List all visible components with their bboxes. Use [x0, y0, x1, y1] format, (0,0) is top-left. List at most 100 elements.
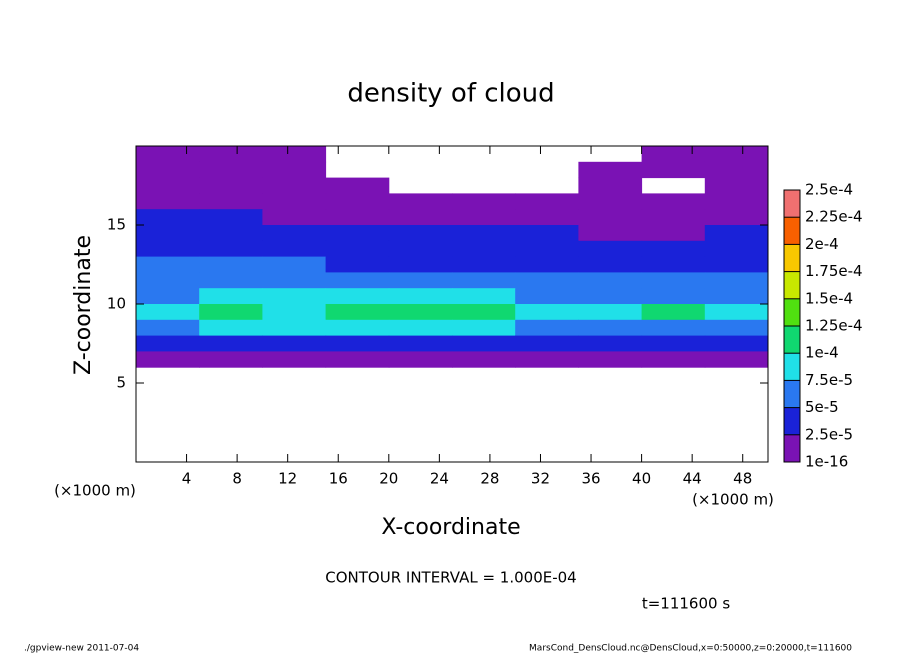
cell: [578, 288, 643, 305]
cell: [452, 209, 516, 226]
cell: [325, 240, 390, 258]
cell: [515, 351, 579, 368]
colorbar-band: [784, 326, 800, 354]
cell: [388, 288, 453, 305]
cell: [199, 193, 263, 210]
cell: [388, 319, 453, 337]
colorbar-label: 2.5e-4: [805, 181, 853, 199]
cell: [199, 146, 263, 163]
cell: [578, 225, 643, 242]
cell: [578, 161, 643, 179]
cell: [578, 256, 643, 273]
x-tick-label: 36: [581, 470, 600, 488]
cell: [704, 272, 769, 289]
cell: [578, 193, 643, 210]
colorbar-band: [784, 190, 800, 218]
cell: [452, 240, 516, 258]
cell: [262, 304, 327, 321]
chart-title: density of cloud: [347, 79, 554, 109]
cell: [452, 304, 516, 321]
cell: [325, 351, 390, 368]
cell: [136, 304, 200, 321]
field: [136, 146, 769, 368]
y-tick-label: 15: [107, 216, 126, 234]
cell: [641, 225, 706, 242]
cell: [262, 335, 327, 352]
cell: [199, 319, 263, 337]
cell: [199, 351, 263, 368]
colorbar-band: [784, 353, 800, 381]
time-label: t=111600 s: [642, 595, 730, 613]
x-tick-label: 16: [329, 470, 348, 488]
cell: [515, 209, 579, 226]
cell: [452, 193, 516, 210]
cell: [704, 304, 769, 321]
cell: [452, 319, 516, 337]
cell: [262, 319, 327, 337]
cell: [388, 272, 453, 289]
cell: [262, 161, 327, 179]
footer-left: ./gpview-new 2011-07-04: [24, 644, 139, 654]
cell: [388, 240, 453, 258]
cell: [515, 256, 579, 273]
y-tick-label: 5: [116, 374, 126, 392]
cell: [388, 193, 453, 210]
cell: [578, 319, 643, 337]
cell: [515, 193, 579, 210]
x-tick-label: 4: [182, 470, 192, 488]
cell: [136, 240, 200, 258]
cell: [325, 209, 390, 226]
cell: [262, 225, 327, 242]
footer-right: MarsCond_DensCloud.nc@DensCloud,x=0:5000…: [529, 644, 852, 654]
cell: [136, 351, 200, 368]
cell: [578, 304, 643, 321]
colorbar-label: 2e-4: [805, 235, 839, 253]
x-tick-label: 40: [632, 470, 651, 488]
colorbar-label: 1.5e-4: [805, 289, 853, 307]
cell: [704, 319, 769, 337]
colorbar-band: [784, 271, 800, 299]
colorbar-label: 1.75e-4: [805, 262, 863, 280]
cell: [641, 335, 706, 352]
cell: [325, 225, 390, 242]
cell: [199, 225, 263, 242]
cell: [704, 240, 769, 258]
cell: [136, 272, 200, 289]
cell: [452, 351, 516, 368]
colorbar-label: 1e-16: [805, 453, 848, 471]
cell: [515, 240, 579, 258]
cell: [136, 288, 200, 305]
y-tick-label: 10: [107, 295, 126, 313]
cell: [704, 177, 769, 194]
cell: [704, 335, 769, 352]
cell: [515, 225, 579, 242]
cell: [641, 319, 706, 337]
cell: [136, 161, 200, 179]
cell: [578, 240, 643, 258]
cell: [704, 161, 769, 179]
cell: [262, 193, 327, 210]
cell: [578, 209, 643, 226]
cell: [199, 335, 263, 352]
cell: [515, 272, 579, 289]
cell: [262, 288, 327, 305]
cell: [199, 304, 263, 321]
cell: [704, 193, 769, 210]
cell: [452, 225, 516, 242]
cell: [641, 161, 706, 179]
cell: [199, 256, 263, 273]
cell: [199, 177, 263, 194]
cell: [325, 288, 390, 305]
cell: [641, 209, 706, 226]
x-tick-label: 20: [379, 470, 398, 488]
colorbar-band: [784, 298, 800, 326]
colorbar-label: 2.5e-5: [805, 425, 853, 443]
cell: [388, 335, 453, 352]
cell: [262, 177, 327, 194]
cell: [325, 335, 390, 352]
cell: [199, 209, 263, 226]
cell: [641, 351, 706, 368]
cell: [515, 288, 579, 305]
x-tick-label: 28: [480, 470, 499, 488]
